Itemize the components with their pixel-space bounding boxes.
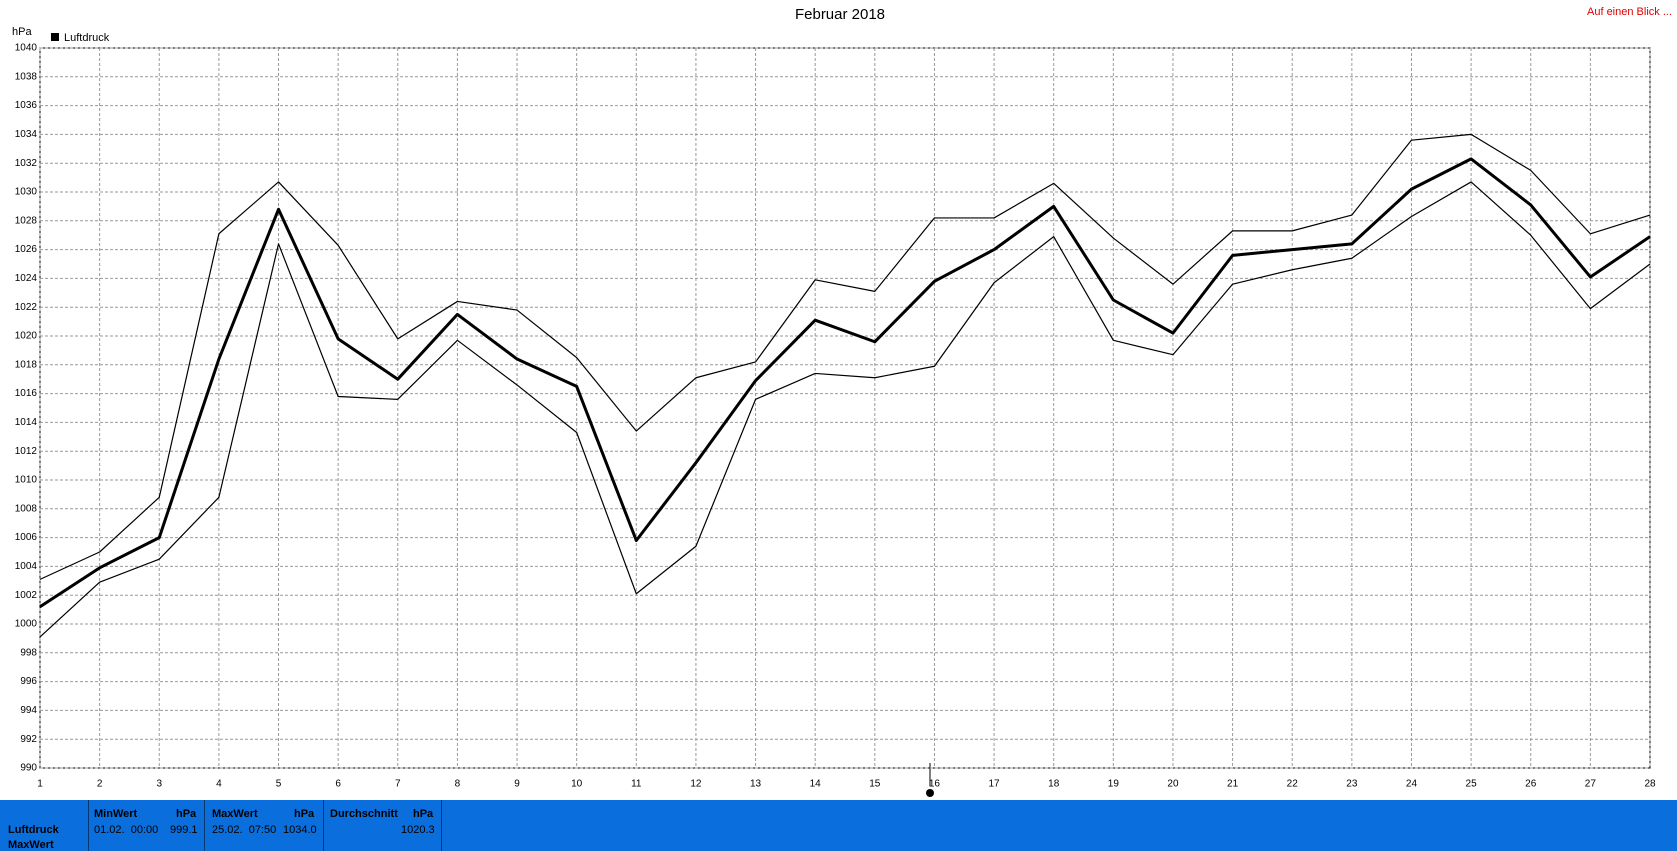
y-tick-label: 1018 — [15, 359, 38, 370]
x-tick-label: 6 — [335, 779, 341, 790]
cursor-handle[interactable] — [926, 789, 934, 797]
overview-link[interactable]: Auf einen Blick ... — [1587, 6, 1672, 18]
separator — [88, 800, 89, 851]
col-title: MaxWert — [212, 808, 258, 820]
y-axis-label: hPa — [12, 26, 32, 38]
x-tick-label: 19 — [1108, 779, 1120, 790]
col-unit: hPa — [413, 808, 434, 820]
separator — [441, 800, 442, 851]
y-tick-label: 994 — [20, 705, 37, 716]
y-tick-label: 1016 — [15, 388, 38, 399]
col-unit: hPa — [176, 808, 197, 820]
y-tick-label: 1030 — [15, 187, 38, 198]
y-tick-label: 1000 — [15, 619, 38, 630]
separator — [323, 800, 324, 851]
y-tick-label: 1008 — [15, 503, 38, 514]
x-tick-label: 27 — [1585, 779, 1597, 790]
y-tick-label: 1014 — [15, 417, 38, 428]
y-tick-label: 1012 — [15, 446, 38, 457]
stats-panel: Luftdruck MaxWert MinWert hPa 01.02. 00:… — [0, 800, 1677, 851]
x-tick-label: 17 — [989, 779, 1001, 790]
x-tick-label: 24 — [1406, 779, 1418, 790]
y-tick-label: 1026 — [15, 244, 38, 255]
y-tick-label: 992 — [20, 734, 37, 745]
x-tick-label: 4 — [216, 779, 222, 790]
y-tick-label: 1006 — [15, 532, 38, 543]
x-tick-label: 14 — [810, 779, 822, 790]
y-tick-label: 996 — [20, 676, 37, 687]
x-tick-label: 15 — [869, 779, 881, 790]
y-tick-label: 990 — [20, 763, 37, 774]
x-tick-label: 13 — [750, 779, 762, 790]
x-tick-label: 12 — [690, 779, 702, 790]
y-tick-label: 1020 — [15, 331, 38, 342]
x-tick-label: 7 — [395, 779, 401, 790]
x-tick-label: 10 — [571, 779, 583, 790]
y-tick-label: 1010 — [15, 475, 38, 486]
y-tick-label: 1038 — [15, 71, 38, 82]
x-tick-label: 9 — [514, 779, 520, 790]
plot-frame — [39, 47, 1651, 769]
x-tick-label: 11 — [631, 779, 642, 790]
x-tick-label: 23 — [1346, 779, 1358, 790]
col-unit: hPa — [294, 808, 315, 820]
y-tick-label: 1034 — [15, 129, 38, 140]
y-tick-label: 1022 — [15, 302, 38, 313]
legend-label: Luftdruck — [64, 32, 110, 44]
series-line — [39, 157, 1651, 608]
x-tick-label: 3 — [156, 779, 162, 790]
y-tick-label: 1004 — [15, 561, 38, 572]
y-tick-label: 1032 — [15, 158, 38, 169]
x-tick-label: 20 — [1167, 779, 1179, 790]
x-tick-label: 21 — [1227, 779, 1239, 790]
y-tick-label: 1036 — [15, 100, 38, 111]
row-label: MaxWert — [8, 839, 54, 851]
series-line — [39, 133, 1651, 580]
x-tick-label: 2 — [97, 779, 103, 790]
x-tick-label: 26 — [1525, 779, 1537, 790]
separator — [204, 800, 205, 851]
value: 1034.0 — [283, 824, 317, 836]
x-tick-label: 22 — [1287, 779, 1299, 790]
x-tick-label: 25 — [1466, 779, 1478, 790]
y-tick-label: 1028 — [15, 215, 38, 226]
x-tick-label: 16 — [929, 779, 941, 790]
value: 1020.3 — [401, 824, 435, 836]
y-tick-label: 1002 — [15, 590, 38, 601]
col-title: Durchschnitt — [330, 808, 398, 820]
x-tick-label: 1 — [37, 779, 43, 790]
x-tick-label: 18 — [1048, 779, 1060, 790]
x-tick-label: 5 — [276, 779, 282, 790]
series-line — [39, 181, 1651, 638]
x-tick-label: 8 — [455, 779, 461, 790]
legend-swatch — [51, 33, 59, 41]
row-label: Luftdruck — [8, 824, 59, 836]
col-title: MinWert — [94, 808, 138, 820]
chart-title: Februar 2018 — [795, 6, 885, 23]
y-tick-label: 1040 — [15, 43, 38, 54]
time: 01.02. 00:00 — [94, 824, 159, 836]
time: 25.02. 07:50 — [212, 824, 277, 836]
y-tick-label: 1024 — [15, 273, 38, 284]
x-tick-label: 28 — [1644, 779, 1656, 790]
chart: Februar 2018 Auf einen Blick ... hPa Luf… — [12, 6, 1672, 797]
value: 999.1 — [170, 824, 198, 836]
y-tick-label: 998 — [20, 647, 37, 658]
